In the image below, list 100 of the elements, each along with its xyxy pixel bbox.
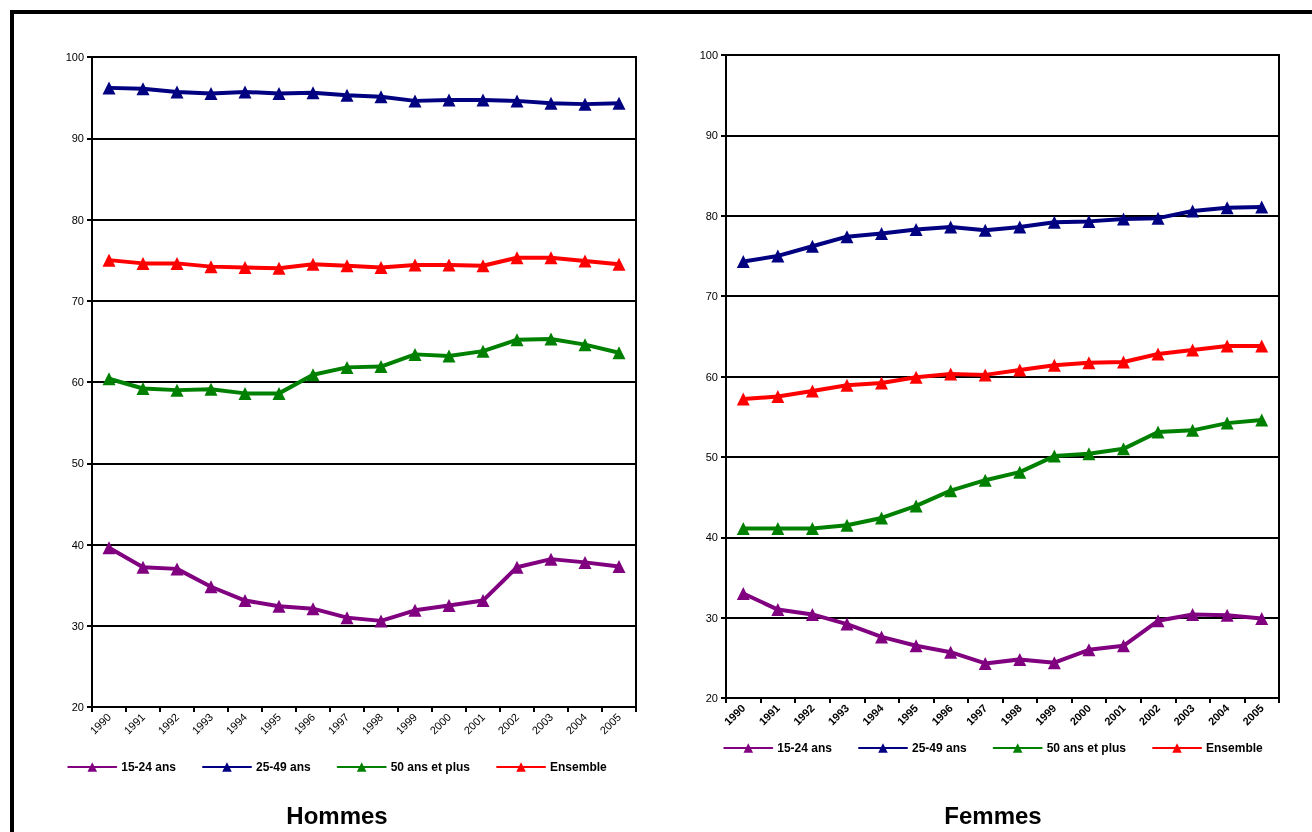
- point: [374, 360, 388, 374]
- y-tick-label: 40: [705, 531, 718, 544]
- point: [1082, 214, 1096, 228]
- point: [476, 344, 490, 358]
- point: [1186, 423, 1200, 437]
- point: [1220, 339, 1234, 353]
- point: [170, 85, 184, 99]
- point: [771, 249, 785, 263]
- point: [1013, 652, 1027, 666]
- point: [840, 378, 854, 392]
- point: [204, 382, 218, 396]
- point: [374, 90, 388, 104]
- point: [1186, 343, 1200, 357]
- point: [771, 603, 785, 617]
- y-tick-label: 90: [71, 132, 84, 145]
- point: [476, 259, 490, 273]
- point: [510, 333, 524, 347]
- point: [578, 97, 592, 111]
- point: [136, 382, 150, 395]
- point: [510, 94, 524, 108]
- point: [1047, 449, 1061, 463]
- point: [374, 614, 388, 628]
- legend-label: 50 ans et plus: [390, 760, 471, 774]
- point: [306, 257, 320, 271]
- point: [136, 82, 150, 96]
- point: [805, 239, 819, 253]
- legend-label: 25-49 ans: [911, 741, 967, 755]
- point: [1220, 416, 1234, 430]
- point: [875, 376, 889, 390]
- point: [306, 602, 320, 616]
- point: [340, 88, 354, 102]
- point: [840, 230, 854, 244]
- y-tick-label: 70: [705, 290, 718, 303]
- legend-label: 15-24 ans: [121, 760, 177, 774]
- y-tick-label: 100: [65, 51, 84, 63]
- point: [408, 94, 422, 108]
- point: [578, 338, 592, 352]
- point: [340, 259, 354, 273]
- point: [238, 85, 252, 99]
- point: [136, 256, 150, 270]
- point: [771, 390, 785, 404]
- point: [1116, 355, 1130, 369]
- point: [1255, 339, 1269, 353]
- point: [771, 521, 785, 535]
- point: [944, 645, 958, 659]
- text: Hommes: [286, 801, 388, 829]
- point: [374, 260, 388, 274]
- point: [1255, 611, 1269, 625]
- point: [840, 617, 854, 631]
- y-tick-label: 50: [705, 450, 718, 463]
- point: [204, 87, 218, 101]
- point: [272, 599, 286, 613]
- point: [476, 594, 490, 608]
- point: [442, 258, 456, 272]
- point: [978, 223, 992, 237]
- y-tick-label: 60: [705, 370, 718, 383]
- point: [272, 261, 286, 275]
- point: [408, 258, 422, 272]
- point: [736, 255, 750, 269]
- point: [476, 93, 490, 107]
- point: [736, 392, 750, 406]
- point: [944, 220, 958, 234]
- legend-label: 15-24 ans: [777, 741, 833, 755]
- point: [238, 594, 252, 608]
- point: [170, 383, 184, 397]
- point: [909, 639, 923, 653]
- point: [612, 257, 626, 271]
- point: [238, 386, 252, 400]
- point: [1151, 347, 1165, 361]
- point: [978, 473, 992, 487]
- point: [340, 611, 354, 625]
- point: [612, 559, 626, 573]
- point: [1047, 358, 1061, 372]
- point: [1255, 413, 1269, 427]
- text: Femmes: [944, 801, 1042, 829]
- point: [340, 360, 354, 374]
- legend-label: 50 ans et plus: [1046, 741, 1127, 755]
- point: [978, 656, 992, 670]
- point: [1220, 201, 1234, 215]
- y-tick-label: 20: [705, 692, 718, 704]
- point: [805, 521, 819, 535]
- point: [1151, 425, 1165, 439]
- point: [170, 562, 184, 576]
- point: [1186, 607, 1200, 621]
- point: [875, 511, 889, 525]
- point: [805, 607, 819, 621]
- point: [544, 552, 558, 566]
- y-tick-label: 90: [705, 129, 718, 142]
- point: [612, 96, 626, 110]
- point: [578, 254, 592, 268]
- legend-label: Ensemble: [550, 760, 608, 774]
- point: [102, 541, 116, 555]
- point: [1047, 656, 1061, 670]
- point: [272, 386, 286, 400]
- point: [875, 630, 889, 644]
- point: [909, 222, 923, 236]
- point: [1255, 200, 1269, 214]
- y-tick-label: 20: [71, 701, 84, 713]
- point: [204, 260, 218, 274]
- point: [909, 370, 923, 384]
